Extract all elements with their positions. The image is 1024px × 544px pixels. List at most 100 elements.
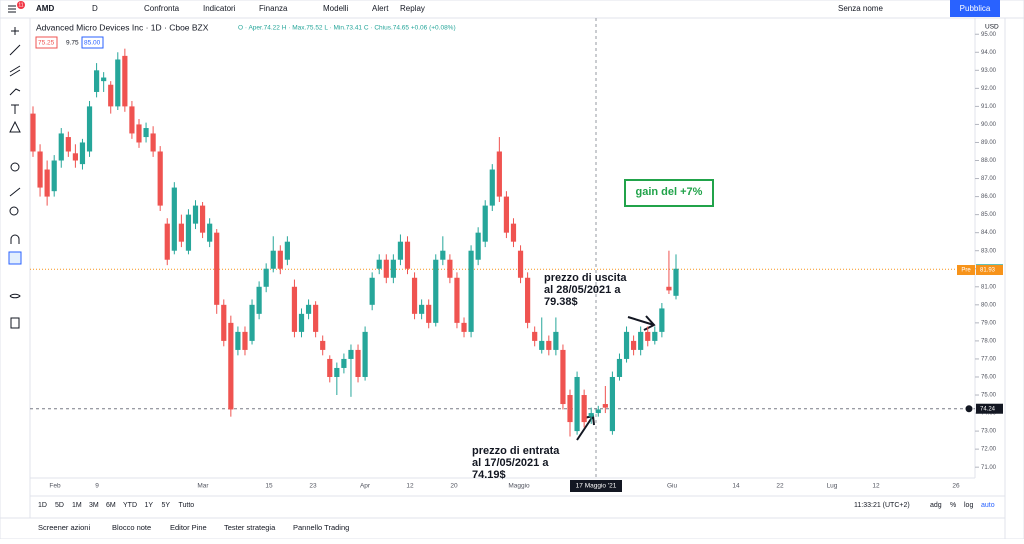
- candle-body: [44, 169, 50, 197]
- candle-body: [291, 286, 298, 332]
- y-tick-label: 72.00: [981, 447, 997, 453]
- toolbar-item[interactable]: Confronta: [144, 4, 180, 13]
- badge-count: 11: [18, 2, 23, 8]
- scale-option[interactable]: log: [964, 502, 973, 509]
- layout-name[interactable]: Senza nome: [838, 4, 883, 13]
- candle-body: [362, 331, 368, 377]
- range-button[interactable]: 5D: [55, 502, 64, 509]
- candle-body: [192, 205, 199, 224]
- candle-body: [433, 259, 439, 323]
- candle-body: [129, 106, 135, 134]
- crosshair-plus[interactable]: [964, 404, 974, 414]
- toolbar-item[interactable]: Alert: [372, 4, 389, 13]
- crosshair-icon: [11, 27, 19, 35]
- x-tick-label: 12: [872, 483, 880, 490]
- candle-body: [171, 187, 177, 251]
- menu-icon[interactable]: [8, 5, 16, 13]
- candle-body: [468, 250, 474, 332]
- range-button[interactable]: 1M: [72, 502, 82, 509]
- x-tick-label: 23: [309, 483, 317, 490]
- x-tick-label: Maggio: [508, 483, 530, 490]
- y-tick-label: 80.00: [981, 302, 997, 308]
- candle-body: [489, 169, 495, 206]
- bottom-tab[interactable]: Pannello Trading: [293, 523, 349, 532]
- y-tick-label: 73.00: [981, 429, 997, 435]
- x-tick-label: Lug: [827, 483, 838, 490]
- y-tick-label: 86.00: [981, 194, 997, 200]
- candle-body: [256, 286, 262, 314]
- publish-button[interactable]: [950, 0, 1000, 17]
- y-tick-label: 95.00: [981, 32, 997, 38]
- price-tag-label: Pre: [961, 268, 971, 274]
- top-toolbar: [0, 0, 1024, 19]
- candle-body: [150, 133, 156, 152]
- candle-body: [164, 223, 170, 260]
- candle-body: [383, 259, 389, 278]
- candle-body: [122, 55, 128, 107]
- candle-body: [652, 331, 658, 341]
- quote-value: 9.75: [66, 40, 79, 47]
- candle-body: [185, 214, 192, 251]
- candle-body: [369, 277, 375, 305]
- range-button[interactable]: 1D: [38, 502, 47, 509]
- candle-body: [581, 395, 587, 423]
- y-tick-label: 94.00: [981, 50, 997, 56]
- y-tick-label: 92.00: [981, 86, 997, 92]
- bottom-tab[interactable]: Blocco note: [112, 523, 151, 532]
- candle-body: [560, 349, 566, 405]
- bottom-tab[interactable]: Screener azioni: [38, 523, 90, 532]
- bottom-tab[interactable]: Tester strategia: [224, 523, 276, 532]
- quote-value: 85.00: [84, 40, 101, 47]
- toolbar-item[interactable]: Modelli: [323, 4, 349, 13]
- x-tick-label: 20: [450, 483, 458, 490]
- y-tick-label: 85.00: [981, 212, 997, 218]
- candle-body: [284, 241, 290, 260]
- interval[interactable]: D: [92, 4, 98, 13]
- price-label-box: [976, 265, 1003, 276]
- candle-body: [327, 358, 333, 377]
- y-tick-label: 88.00: [981, 158, 997, 164]
- x-tick-label: Giu: [667, 483, 678, 490]
- candle-body: [79, 142, 86, 165]
- symbol[interactable]: AMD: [36, 4, 54, 13]
- range-button[interactable]: 1Y: [145, 502, 154, 509]
- brush-icon: [9, 88, 21, 96]
- candle-body: [645, 331, 651, 341]
- candle-body: [298, 313, 305, 332]
- x-tick-label: Mar: [197, 483, 209, 490]
- candle-body: [517, 250, 524, 278]
- range-button[interactable]: 6M: [106, 502, 116, 509]
- toolbar-item[interactable]: Finanza: [259, 4, 288, 13]
- range-button[interactable]: 3M: [89, 502, 99, 509]
- range-button[interactable]: Tutto: [179, 502, 195, 509]
- fib-icon: [9, 65, 21, 77]
- candle-body: [101, 77, 107, 82]
- trash-icon: [10, 317, 20, 329]
- toolbar-item[interactable]: Replay: [400, 4, 425, 13]
- chart-title: Advanced Micro Devices Inc · 1D · Cboe B…: [36, 22, 209, 32]
- scale-option[interactable]: %: [950, 502, 956, 509]
- x-tick-label: Feb: [49, 483, 61, 490]
- candle-body: [249, 304, 255, 341]
- gain-box: [624, 179, 714, 207]
- x-tick-label: 22: [776, 483, 784, 490]
- candle-body: [108, 84, 114, 107]
- scale-option[interactable]: auto: [981, 502, 995, 509]
- range-button[interactable]: 5Y: [162, 502, 171, 509]
- quote-box: [35, 36, 58, 49]
- candle-body: [341, 358, 347, 368]
- toolbar-item[interactable]: Indicatori: [203, 4, 236, 13]
- candle-body: [305, 304, 312, 314]
- clock: 11:33:21 (UTC+2): [854, 502, 910, 509]
- annotation: prezzo di entrata: [472, 445, 560, 457]
- publish-label[interactable]: Pubblica: [960, 4, 991, 13]
- candle-body: [263, 268, 269, 287]
- scale-option[interactable]: adg: [930, 502, 942, 509]
- bottom-tab[interactable]: Editor Pine: [170, 523, 207, 532]
- range-button[interactable]: YTD: [123, 502, 137, 509]
- candle-body: [567, 395, 573, 423]
- candle-body: [178, 223, 184, 242]
- candle-body: [419, 304, 425, 314]
- candle-body: [397, 241, 404, 260]
- lock-icon[interactable]: [8, 251, 22, 265]
